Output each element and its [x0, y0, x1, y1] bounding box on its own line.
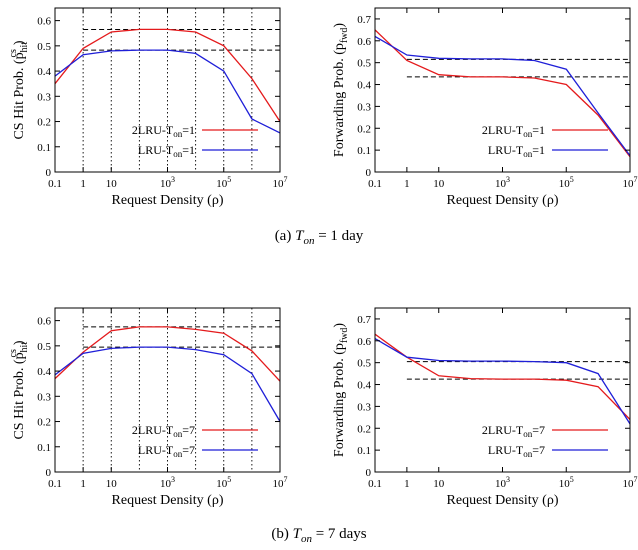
- legend-label-blue: LRU-Ton=1: [488, 143, 545, 159]
- caption-b-sub: on: [300, 533, 312, 545]
- y-tick-label: 0.1: [37, 442, 51, 454]
- x-tick-label: 0.1: [368, 178, 382, 190]
- x-tick-label: 107: [623, 175, 638, 190]
- x-tick-label: 10: [433, 178, 445, 190]
- y-tick-label: 0: [366, 167, 372, 179]
- y-tick-label: 0.5: [37, 341, 51, 353]
- caption-a-sub: on: [303, 235, 315, 247]
- chart-b-right: 00.10.20.30.40.50.60.70.1 1 10 103 105 107Req…: [332, 307, 638, 508]
- y-tick-label: 0.2: [37, 117, 51, 129]
- legend-label-blue: LRU-Ton=7: [138, 443, 195, 459]
- legend-label-red: 2LRU-Ton=1: [132, 123, 195, 139]
- y-axis-label: Forwarding Prob. (pfwd): [332, 323, 350, 458]
- y-tick-label: 0.4: [357, 380, 371, 392]
- x-tick-label: 103: [495, 175, 510, 190]
- x-tick-label: 1: [404, 178, 410, 190]
- caption-b-rest: = 7 days: [315, 526, 367, 542]
- y-tick-label: 0.5: [357, 58, 371, 70]
- x-tick-label: 103: [160, 475, 175, 490]
- y-tick-label: 0.6: [357, 336, 371, 348]
- legend-label-blue: LRU-Ton=1: [138, 143, 195, 159]
- x-axis-label: Request Density (ρ): [112, 493, 224, 508]
- y-tick-label: 0: [366, 467, 372, 479]
- x-tick-label: 103: [160, 175, 175, 190]
- caption-a-rest: = 1 day: [318, 228, 364, 244]
- y-tick-label: 0.6: [357, 36, 371, 48]
- x-tick-label: 105: [216, 475, 231, 490]
- series-red-line: [374, 333, 631, 420]
- x-tick-label: 0.1: [48, 478, 62, 490]
- y-tick-label: 0.2: [37, 417, 51, 429]
- y-tick-label: 0.3: [37, 91, 51, 103]
- y-tick-label: 0.4: [37, 366, 51, 378]
- x-tick-label: 105: [216, 175, 231, 190]
- y-tick-label: 0.5: [37, 41, 51, 53]
- y-tick-label: 0.2: [357, 423, 371, 435]
- y-tick-label: 0.7: [357, 14, 371, 26]
- y-tick-label: 0.3: [357, 401, 371, 413]
- x-tick-label: 10: [106, 178, 118, 190]
- series-blue-line: [374, 338, 631, 425]
- x-tick-label: 10: [433, 478, 445, 490]
- x-axis-label: Request Density (ρ): [447, 493, 559, 508]
- x-tick-label: 107: [273, 175, 288, 190]
- y-tick-label: 0.6: [37, 16, 51, 28]
- chart-a-right: 00.10.20.30.40.50.60.70.1 1 10 103 105 107Req…: [332, 7, 638, 208]
- x-tick-label: 1: [80, 478, 86, 490]
- legend-label-blue: LRU-Ton=7: [488, 443, 545, 459]
- chart-b-left: 00.10.20.30.40.50.60.1 1 10 103 105 107Reques…: [8, 307, 288, 508]
- x-tick-label: 10: [106, 478, 118, 490]
- x-tick-label: 107: [273, 475, 288, 490]
- series-blue-line: [54, 346, 281, 422]
- x-tick-label: 0.1: [48, 178, 62, 190]
- caption-a: (a) Ton = 1 day: [0, 228, 638, 247]
- y-tick-label: 0: [46, 467, 52, 479]
- x-tick-label: 107: [623, 475, 638, 490]
- y-tick-label: 0.4: [357, 80, 371, 92]
- caption-b-prefix: (b): [271, 526, 289, 542]
- x-axis-label: Request Density (ρ): [112, 193, 224, 208]
- legend-label-red: 2LRU-Ton=7: [482, 423, 545, 439]
- caption-b-var: T: [292, 526, 301, 542]
- legend-label-red: 2LRU-Ton=1: [482, 123, 545, 139]
- chart-a-left: 00.10.20.30.40.50.60.1 1 10 103 105 107Reques…: [8, 7, 288, 208]
- caption-a-var: T: [295, 228, 304, 244]
- series-blue-line: [54, 49, 281, 134]
- x-tick-label: 105: [559, 475, 574, 490]
- caption-a-prefix: (a): [274, 228, 292, 244]
- x-tick-label: 1: [404, 478, 410, 490]
- y-axis-label: CS Hit Prob. (phitcs): [8, 340, 30, 439]
- series-red-line: [54, 326, 281, 382]
- y-tick-label: 0.6: [37, 316, 51, 328]
- y-tick-label: 0.1: [357, 145, 371, 157]
- legend-label-red: 2LRU-Ton=7: [132, 423, 195, 439]
- y-axis-label: CS Hit Prob. (phitcs): [8, 40, 30, 139]
- y-axis-label: Forwarding Prob. (pfwd): [332, 23, 350, 158]
- y-tick-label: 0: [46, 167, 52, 179]
- x-tick-label: 103: [495, 475, 510, 490]
- x-tick-label: 0.1: [368, 478, 382, 490]
- series-red-line: [54, 28, 281, 122]
- series-blue-line: [374, 35, 631, 156]
- y-tick-label: 0.1: [37, 142, 51, 154]
- caption-b: (b) Ton = 7 days: [0, 526, 638, 545]
- y-tick-label: 0.7: [357, 314, 371, 326]
- x-axis-label: Request Density (ρ): [447, 193, 559, 208]
- y-tick-label: 0.4: [37, 66, 51, 78]
- y-tick-label: 0.3: [357, 101, 371, 113]
- y-tick-label: 0.5: [357, 358, 371, 370]
- x-tick-label: 1: [80, 178, 86, 190]
- series-red-line: [374, 29, 631, 158]
- y-tick-label: 0.1: [357, 445, 371, 457]
- y-tick-label: 0.2: [357, 123, 371, 135]
- x-tick-label: 105: [559, 175, 574, 190]
- y-tick-label: 0.3: [37, 391, 51, 403]
